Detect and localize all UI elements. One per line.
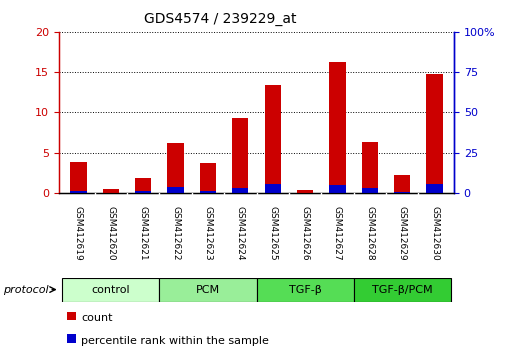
Bar — [329, 62, 346, 193]
Text: GSM412623: GSM412623 — [204, 206, 212, 261]
Text: GSM412625: GSM412625 — [268, 206, 277, 261]
Bar — [135, 191, 151, 193]
Text: TGF-β/PCM: TGF-β/PCM — [372, 285, 432, 295]
Text: percentile rank within the sample: percentile rank within the sample — [81, 336, 269, 346]
Bar — [135, 178, 151, 193]
Bar — [167, 143, 184, 193]
Bar — [200, 163, 216, 193]
Bar — [103, 189, 119, 193]
Bar — [232, 188, 248, 193]
Text: GSM412627: GSM412627 — [333, 206, 342, 261]
Text: PCM: PCM — [196, 285, 220, 295]
Text: GSM412624: GSM412624 — [236, 206, 245, 261]
Bar — [160, 278, 256, 302]
Text: GSM412630: GSM412630 — [430, 206, 439, 261]
Bar — [62, 278, 160, 302]
Text: GDS4574 / 239229_at: GDS4574 / 239229_at — [144, 12, 297, 27]
Bar — [70, 191, 87, 193]
Bar — [265, 184, 281, 193]
Bar — [329, 185, 346, 193]
Text: protocol: protocol — [3, 285, 48, 295]
Bar — [362, 142, 378, 193]
Bar — [232, 118, 248, 193]
Bar — [426, 74, 443, 193]
Text: GSM412626: GSM412626 — [301, 206, 309, 261]
Bar — [256, 278, 353, 302]
Bar — [70, 161, 87, 193]
Text: count: count — [81, 313, 112, 323]
Text: control: control — [91, 285, 130, 295]
Bar — [353, 278, 451, 302]
Bar — [167, 187, 184, 193]
Bar — [297, 190, 313, 193]
Text: TGF-β: TGF-β — [289, 285, 322, 295]
Text: GSM412629: GSM412629 — [398, 206, 407, 261]
Text: GSM412621: GSM412621 — [139, 206, 148, 261]
Text: GSM412622: GSM412622 — [171, 206, 180, 261]
Text: GSM412628: GSM412628 — [365, 206, 374, 261]
Bar — [265, 85, 281, 193]
Text: GSM412620: GSM412620 — [106, 206, 115, 261]
Bar — [200, 191, 216, 193]
Text: GSM412619: GSM412619 — [74, 206, 83, 261]
Bar — [394, 175, 410, 193]
Bar — [426, 184, 443, 193]
Bar — [394, 192, 410, 193]
Bar — [362, 188, 378, 193]
